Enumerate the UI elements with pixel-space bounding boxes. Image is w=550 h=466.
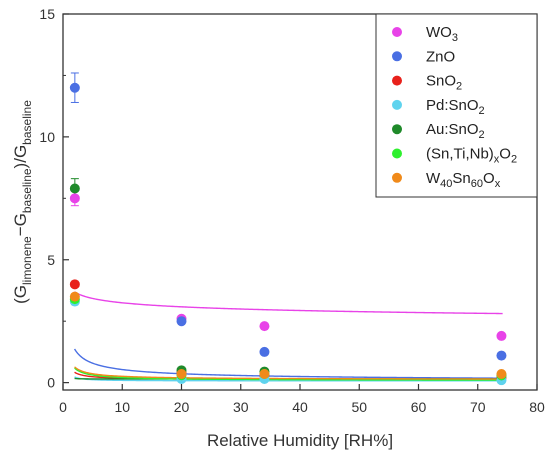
y-tick-label-10: 10 <box>39 129 55 145</box>
data-point-2-0 <box>69 279 80 290</box>
legend-label-5: (Sn,Ti,Nb)xO2 <box>426 146 517 166</box>
y-tick-label-15: 15 <box>39 6 55 22</box>
x-tick-label-0: 0 <box>59 399 67 415</box>
x-tick-label-20: 20 <box>174 399 190 415</box>
x-axis-ticks: 0 10 20 30 40 50 60 70 80 <box>59 384 545 415</box>
data-point-0-0 <box>69 193 80 204</box>
x-tick-label-10: 10 <box>114 399 130 415</box>
legend-marker-2 <box>392 75 402 86</box>
y-axis-ticks: 0 5 10 15 <box>39 6 69 391</box>
legend-label-4: Au:SnO2 <box>426 121 485 141</box>
data-points <box>69 82 507 386</box>
data-point-6-0 <box>69 291 80 302</box>
data-point-1-3 <box>496 350 507 361</box>
legend-marker-1 <box>392 51 402 62</box>
fit-curve-5 <box>74 367 503 381</box>
y-axis-label: (Glimonene−Gbaseline)/Gbaseline <box>11 100 34 304</box>
legend-marker-4 <box>392 124 402 135</box>
legend: WO3 ZnO SnO2 Pd:SnO2 Au:SnO2 (Sn,Ti,Nb)xO2 W40… <box>375 13 538 198</box>
y-tick-label-0: 0 <box>47 375 55 391</box>
x-tick-label-60: 60 <box>411 399 427 415</box>
fit-curve-1 <box>73 348 503 379</box>
legend-label-6: W40Sn60Ox <box>426 170 501 190</box>
x-tick-label-80: 80 <box>529 399 545 415</box>
legend-marker-5 <box>392 148 402 159</box>
x-tick-label-40: 40 <box>292 399 308 415</box>
y-tick-label-5: 5 <box>47 252 55 268</box>
x-axis-label: Relative Humidity [RH%] <box>207 431 393 450</box>
legend-label-3: Pd:SnO2 <box>426 97 485 117</box>
fit-curve-3 <box>74 376 503 382</box>
data-point-1-2 <box>259 346 270 357</box>
fit-curve-6 <box>74 366 503 380</box>
legend-box <box>375 13 538 198</box>
legend-label-0: WO3 <box>426 24 458 44</box>
fit-curves <box>73 291 503 382</box>
x-tick-label-50: 50 <box>351 399 367 415</box>
legend-label-2: SnO2 <box>426 73 462 93</box>
data-point-1-0 <box>69 82 80 93</box>
data-point-1-1 <box>176 316 187 327</box>
data-point-6-3 <box>496 369 507 380</box>
x-tick-label-30: 30 <box>233 399 249 415</box>
legend-marker-6 <box>392 172 402 183</box>
legend-marker-0 <box>392 27 402 37</box>
data-point-6-1 <box>176 369 187 380</box>
fit-curve-0 <box>74 291 503 315</box>
legend-label-1: ZnO <box>426 48 455 65</box>
data-point-4-0 <box>69 183 80 194</box>
data-point-6-2 <box>259 369 270 380</box>
data-point-0-2 <box>259 321 270 332</box>
x-tick-label-70: 70 <box>470 399 486 415</box>
legend-marker-3 <box>392 99 402 110</box>
data-point-0-3 <box>496 330 507 341</box>
